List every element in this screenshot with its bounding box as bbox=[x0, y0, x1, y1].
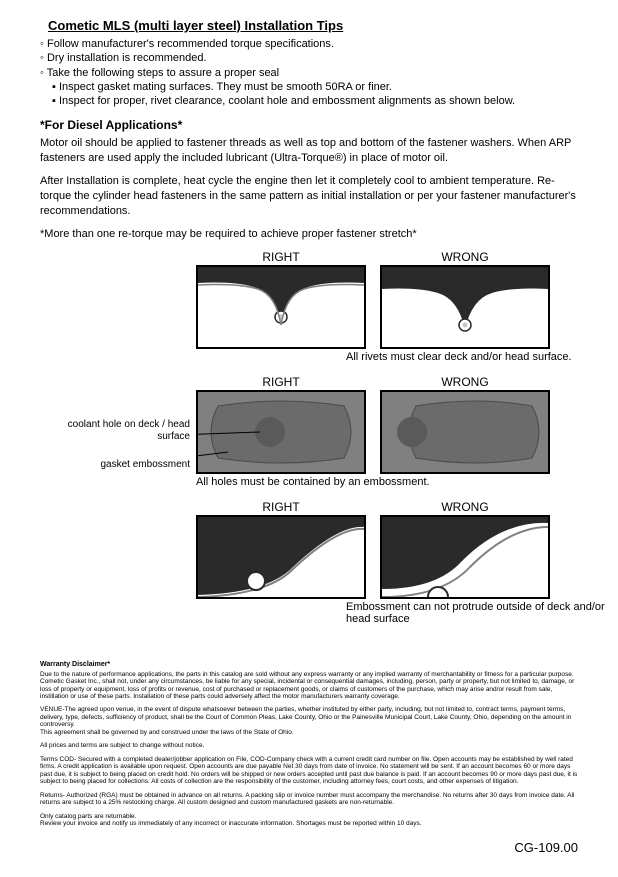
disclaimer-text: Returns- Authorized (RGA) must be obtain… bbox=[40, 792, 578, 807]
bullet-item: ▪ Inspect for proper, rivet clearance, c… bbox=[40, 94, 578, 108]
bullet-text: Inspect for proper, rivet clearance, coo… bbox=[59, 95, 515, 107]
callout-coolant: coolant hole on deck / head surface bbox=[40, 419, 190, 443]
disclaimer-text: Terms COD- Secured with a completed deal… bbox=[40, 756, 578, 786]
diagram-wrong-protrude bbox=[380, 515, 550, 599]
column-label-wrong: WRONG bbox=[380, 500, 550, 514]
paragraph: *More than one re-torque may be required… bbox=[40, 227, 578, 242]
diagram-wrong-rivet bbox=[380, 265, 550, 349]
disclaimer-text: All prices and terms are subject to chan… bbox=[40, 742, 578, 749]
figure-row: coolant hole on deck / head surface gask… bbox=[40, 375, 578, 498]
diagram-right-protrude bbox=[196, 515, 366, 599]
document-number: CG-109.00 bbox=[40, 840, 578, 855]
document-page: Cometic MLS (multi layer steel) Installa… bbox=[0, 0, 618, 877]
figures-block: RIGHT WRONG bbox=[40, 250, 578, 635]
figure-row: RIGHT WRONG bbox=[40, 250, 578, 373]
callout-emboss: gasket embossment bbox=[40, 459, 190, 471]
diagram-wrong-hole bbox=[380, 390, 550, 474]
column-label-right: RIGHT bbox=[196, 375, 366, 389]
diagram-right-hole bbox=[196, 390, 366, 474]
figure-caption: All holes must be contained by an emboss… bbox=[196, 476, 550, 488]
page-title: Cometic MLS (multi layer steel) Installa… bbox=[40, 18, 578, 33]
figure-caption: Embossment can not protrude outside of d… bbox=[196, 601, 606, 625]
disclaimer-heading: Warranty Disclaimer* bbox=[40, 661, 578, 669]
bullet-item: ◦ Follow manufacturer's recommended torq… bbox=[40, 37, 578, 51]
bullet-text: Take the following steps to assure a pro… bbox=[47, 67, 279, 79]
column-label-wrong: WRONG bbox=[380, 250, 550, 264]
bullet-text: Inspect gasket mating surfaces. They mus… bbox=[59, 81, 392, 93]
bullet-text: Dry installation is recommended. bbox=[47, 52, 207, 64]
bullet-text: Follow manufacturer's recommended torque… bbox=[47, 38, 334, 50]
diagram-right-rivet bbox=[196, 265, 366, 349]
bullet-block: ◦ Follow manufacturer's recommended torq… bbox=[40, 37, 578, 108]
disclaimer-block: Warranty Disclaimer* Due to the nature o… bbox=[40, 661, 578, 828]
figure-caption: All rivets must clear deck and/or head s… bbox=[196, 351, 618, 363]
section-heading: *For Diesel Applications* bbox=[40, 118, 578, 132]
bullet-item: ▪ Inspect gasket mating surfaces. They m… bbox=[40, 80, 578, 94]
disclaimer-text: Only catalog parts are returnable.Review… bbox=[40, 813, 578, 828]
disclaimer-text: Due to the nature of performance applica… bbox=[40, 671, 578, 701]
column-label-wrong: WRONG bbox=[380, 375, 550, 389]
bullet-item: ◦ Dry installation is recommended. bbox=[40, 51, 578, 65]
column-label-right: RIGHT bbox=[196, 250, 366, 264]
column-label-right: RIGHT bbox=[196, 500, 366, 514]
callout-labels: coolant hole on deck / head surface gask… bbox=[40, 375, 196, 471]
bullet-item: ◦ Take the following steps to assure a p… bbox=[40, 66, 578, 80]
paragraph: After Installation is complete, heat cyc… bbox=[40, 174, 578, 219]
figure-row: RIGHT WRONG bbox=[40, 500, 578, 635]
paragraph: Motor oil should be applied to fastener … bbox=[40, 136, 578, 166]
disclaimer-text: VENUE-The agreed upon venue, in the even… bbox=[40, 706, 578, 736]
